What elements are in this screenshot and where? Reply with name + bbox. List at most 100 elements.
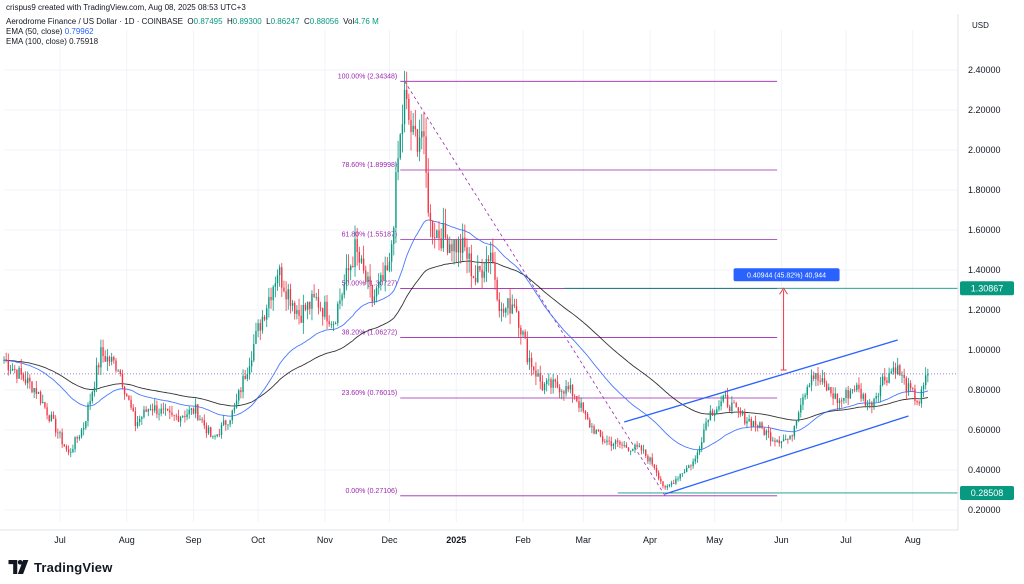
candle-up <box>3 360 5 361</box>
candle-up <box>238 390 240 401</box>
candle-down <box>281 267 283 288</box>
candle-down <box>270 296 272 301</box>
candle-down <box>444 223 447 238</box>
candle-down <box>509 298 511 314</box>
price-axis[interactable]: 2.40000 2.20000 2.00000 1.80000 1.60000 1.400… <box>957 14 1014 530</box>
candle-down <box>98 365 100 368</box>
tradingview-logo-icon[interactable] <box>8 560 30 574</box>
candle-up <box>278 267 281 276</box>
ema100-line <box>4 260 928 421</box>
candle-up <box>505 308 507 313</box>
candle-down <box>126 394 128 397</box>
candle-down <box>201 419 203 421</box>
candle-up <box>828 387 830 391</box>
candle-down <box>244 375 246 379</box>
candle-down <box>573 396 576 397</box>
candle-down <box>438 230 440 239</box>
candle-up <box>907 383 910 393</box>
ema100-legend-row[interactable]: EMA (100, close) 0.75918 <box>6 37 379 47</box>
candle-up <box>287 289 289 300</box>
candle-down <box>554 379 556 382</box>
candle-up <box>261 316 264 331</box>
candle-up <box>306 301 309 310</box>
time-tick-label: Mar <box>576 535 592 545</box>
time-tick-label: Sep <box>186 535 202 545</box>
candle-down <box>524 331 526 339</box>
candle-up <box>378 281 380 288</box>
drawing-lines[interactable] <box>4 287 958 494</box>
candle-up <box>266 308 268 320</box>
candle-down <box>563 391 565 394</box>
open-value: 0.87495 <box>193 17 223 26</box>
candle-up <box>776 440 778 443</box>
price-tick-label: 1.60000 <box>968 225 1001 235</box>
candle-up <box>179 417 182 422</box>
candle-down <box>735 403 737 408</box>
candle-up <box>722 395 724 402</box>
candle-up <box>70 451 72 453</box>
candle-up <box>875 396 877 399</box>
candle-up <box>360 258 363 263</box>
candle-down <box>673 482 675 484</box>
candle-up <box>696 452 699 459</box>
candle-up <box>380 275 382 282</box>
candle-down <box>550 379 552 388</box>
candle-down <box>533 366 535 371</box>
time-tick-label: Feb <box>515 535 531 545</box>
candle-up <box>246 374 249 379</box>
candle-up <box>528 357 531 363</box>
candle-down <box>169 410 171 413</box>
candle-down <box>352 266 354 268</box>
candle-down <box>119 370 121 375</box>
candle-down <box>526 338 529 363</box>
candle-up <box>713 413 716 416</box>
price-tick-label: 0.60000 <box>968 425 1001 435</box>
symbol-title[interactable]: Aerodrome Finance / US Dollar · 1D · COI… <box>6 17 183 26</box>
candle-down <box>240 390 242 393</box>
candle-down <box>166 408 169 411</box>
currency-label[interactable]: USD <box>972 21 989 30</box>
ema50-legend-row[interactable]: EMA (50, close) 0.79962 <box>6 27 379 37</box>
time-axis[interactable]: Jul Aug Sep Oct Nov Dec 2025 Feb Mar Apr May Jun Jul… <box>0 529 958 545</box>
candle-up <box>117 370 119 372</box>
candle-down <box>20 367 22 375</box>
price-tick-label: 0.20000 <box>968 505 1001 515</box>
candle-down <box>657 472 660 479</box>
candle-up <box>879 385 882 396</box>
candle-down <box>289 289 292 306</box>
candle-down <box>567 386 569 390</box>
symbol-row[interactable]: Aerodrome Finance / US Dollar · 1D · COI… <box>6 17 379 27</box>
candle-up <box>457 239 460 253</box>
candle-down <box>22 374 25 380</box>
candle-down <box>813 375 815 379</box>
candle-down <box>733 402 735 404</box>
ema50-label[interactable]: EMA (50, close) <box>6 27 63 36</box>
tradingview-brand-text[interactable]: TradingView <box>34 559 113 575</box>
candle-down <box>39 391 42 404</box>
candle-down <box>832 393 834 399</box>
candle-up <box>561 391 563 393</box>
candle-up <box>614 440 617 445</box>
candle-down <box>871 402 873 408</box>
candle-up <box>802 397 804 405</box>
time-tick-label: Oct <box>251 535 266 545</box>
high-label: H <box>227 17 233 26</box>
candle-up <box>37 391 40 394</box>
candle-up <box>537 373 539 377</box>
candle-up <box>477 265 479 283</box>
candle-up <box>393 227 395 245</box>
candle-up <box>685 467 688 472</box>
candle-down <box>16 369 18 379</box>
candle-down <box>647 455 649 462</box>
overlay-drawings[interactable]: 0.40944 (45.82%) 40,944 <box>624 268 909 495</box>
candle-up <box>731 402 733 412</box>
price-chart[interactable]: 100.00% (2.34348) 78.60% (1.89998) 61.80% … <box>0 0 1024 556</box>
ema100-label[interactable]: EMA (100, close) <box>6 37 67 46</box>
candle-up <box>227 424 229 426</box>
candle-up <box>780 441 783 444</box>
candle-up <box>231 410 233 421</box>
price-tick-label: 2.00000 <box>968 145 1001 155</box>
candle-up <box>194 404 197 414</box>
candle-down <box>520 327 522 335</box>
fibonacci-retracement[interactable]: 100.00% (2.34348) 78.60% (1.89998) 61.80% … <box>338 73 778 497</box>
